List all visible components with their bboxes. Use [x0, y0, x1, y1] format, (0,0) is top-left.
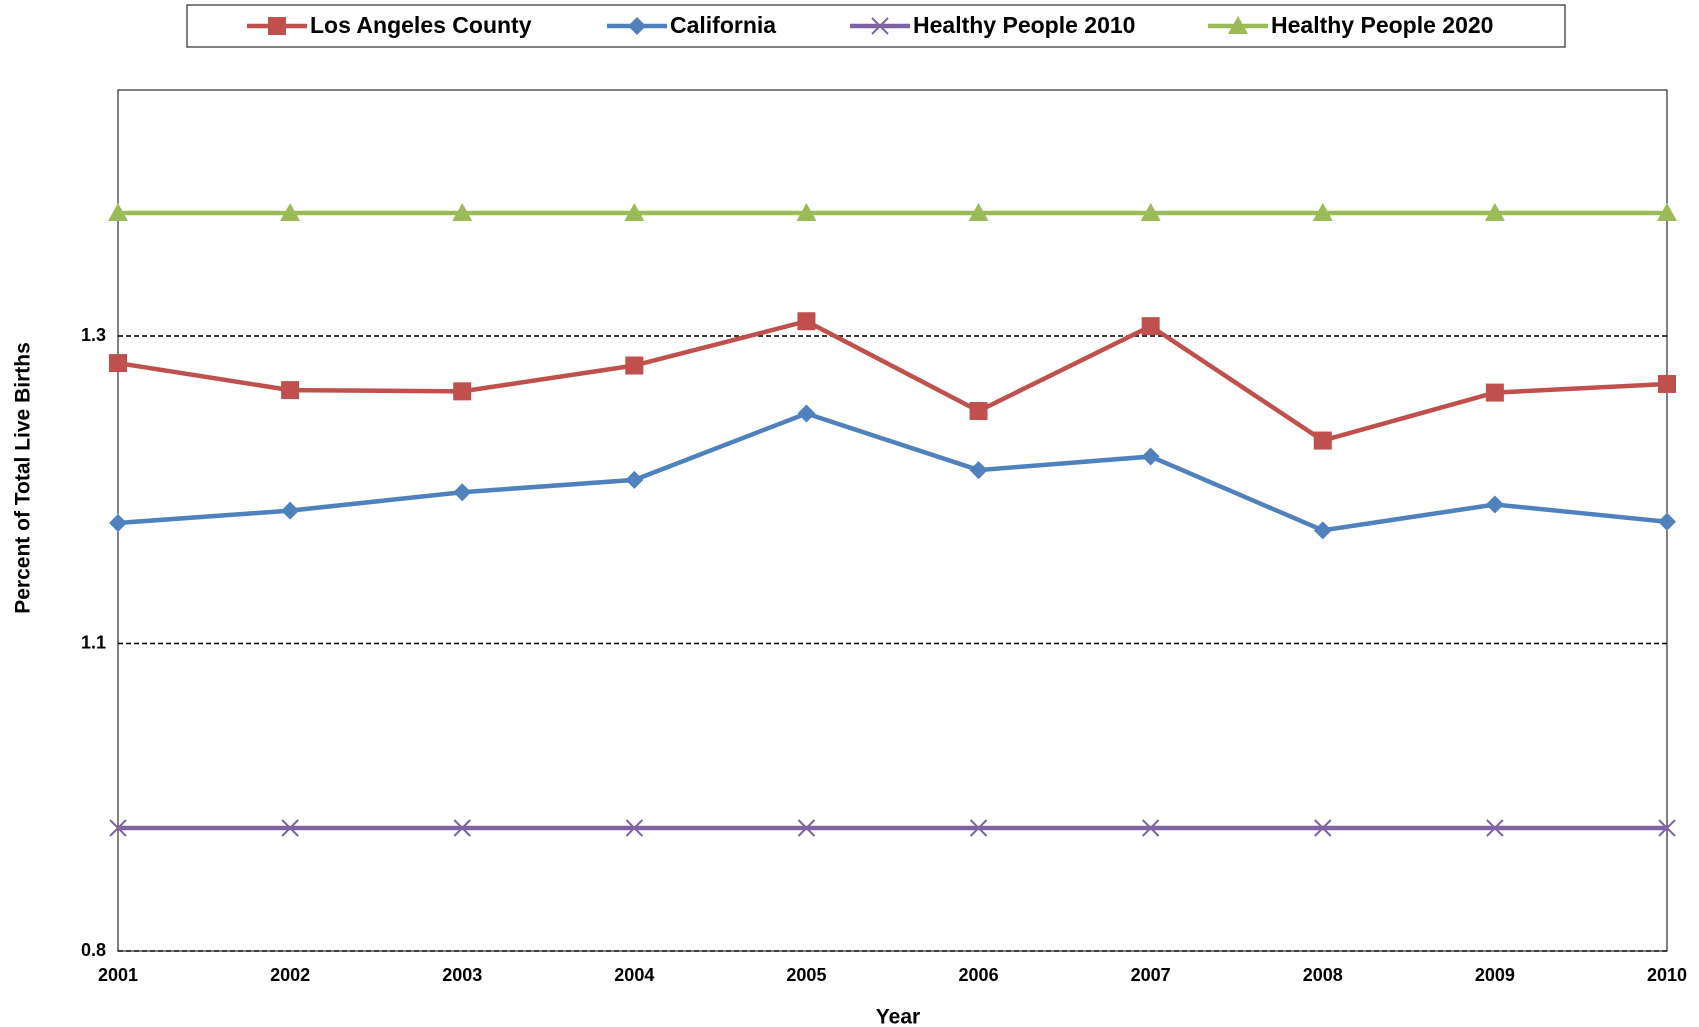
- plot-area: [117, 89, 1668, 952]
- marker: [1657, 203, 1677, 221]
- series-line: [117, 318, 1668, 443]
- marker: [453, 382, 472, 401]
- x-tick-label: 2003: [442, 965, 482, 985]
- marker: [280, 203, 301, 221]
- series: [109, 312, 1676, 450]
- marker: [109, 513, 127, 532]
- series: [108, 203, 1677, 221]
- legend-item: Healthy People 2020: [1208, 12, 1493, 38]
- x-tick-label: 2004: [614, 965, 654, 985]
- marker: [797, 312, 816, 331]
- y-tick-label: 1.3: [81, 325, 106, 345]
- legend-label: Healthy People 2020: [1271, 12, 1493, 38]
- marker: [969, 461, 988, 480]
- marker: [1484, 203, 1505, 221]
- x-tick-label: 2006: [959, 965, 999, 985]
- x-tick-label: 2009: [1475, 965, 1515, 985]
- marker: [1658, 819, 1676, 837]
- series-line: [117, 411, 1668, 533]
- x-tick-label: 2007: [1131, 965, 1171, 985]
- x-tick-label: 2010: [1647, 965, 1687, 985]
- marker: [797, 819, 816, 837]
- marker: [109, 354, 127, 373]
- marker: [1228, 16, 1248, 34]
- marker: [1141, 317, 1160, 336]
- marker: [1313, 521, 1332, 540]
- marker: [625, 470, 644, 489]
- marker: [453, 483, 472, 502]
- marker: [1314, 819, 1332, 837]
- marker: [1658, 374, 1676, 393]
- marker: [281, 819, 299, 837]
- marker: [1313, 431, 1332, 450]
- marker: [1658, 512, 1676, 531]
- marker: [1141, 447, 1160, 466]
- marker: [796, 203, 817, 221]
- x-tick-label: 2005: [786, 965, 826, 985]
- marker: [452, 203, 473, 221]
- marker: [1312, 203, 1333, 221]
- x-tick-label: 2001: [98, 965, 138, 985]
- series: [109, 404, 1676, 540]
- marker: [281, 501, 300, 520]
- legend-item: Healthy People 2010: [850, 12, 1135, 38]
- x-tick-label: 2008: [1303, 965, 1343, 985]
- marker: [1486, 819, 1504, 837]
- marker: [625, 819, 644, 837]
- marker: [1485, 383, 1504, 402]
- y-tick-label: 1.1: [81, 632, 106, 652]
- marker: [268, 17, 286, 35]
- marker: [109, 819, 127, 837]
- legend-item: California: [607, 12, 776, 38]
- marker: [1141, 819, 1160, 837]
- legend-item: Los Angeles County: [247, 12, 532, 38]
- series: [109, 819, 1676, 837]
- marker: [797, 404, 816, 423]
- marker: [281, 381, 300, 400]
- marker: [1140, 203, 1161, 221]
- legend-label: Healthy People 2010: [913, 12, 1135, 38]
- marker: [625, 356, 644, 375]
- marker: [453, 819, 471, 837]
- legend-box: [186, 4, 1566, 48]
- marker: [1485, 495, 1504, 514]
- marker: [968, 203, 989, 221]
- marker: [108, 203, 128, 221]
- legend-label: Los Angeles County: [310, 12, 532, 38]
- y-tick-label: 0.8: [81, 940, 106, 960]
- legend-label: California: [670, 12, 776, 38]
- x-axis-label: Year: [876, 1006, 920, 1027]
- marker: [624, 203, 645, 221]
- marker: [969, 402, 988, 421]
- marker: [871, 17, 889, 35]
- marker: [969, 819, 988, 837]
- marker: [628, 17, 646, 35]
- x-tick-label: 2002: [270, 965, 310, 985]
- y-axis-label: Percent of Total Live Births: [12, 342, 35, 614]
